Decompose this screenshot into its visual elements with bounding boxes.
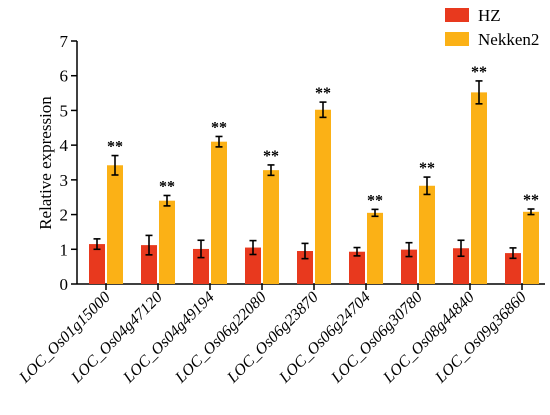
y-tick-label: 3	[60, 171, 69, 190]
x-tick-label: LOC_Os04g47120	[68, 289, 166, 387]
bar-nekken2	[211, 141, 227, 284]
bar-hz	[89, 244, 105, 284]
legend: HZ Nekken2	[445, 6, 539, 49]
bar-nekken2	[315, 109, 331, 284]
bar-hz	[245, 247, 261, 284]
significance-label: **	[419, 160, 435, 177]
bar-nekken2	[419, 185, 435, 284]
y-tick-label: 4	[60, 136, 69, 155]
significance-label: **	[471, 64, 487, 81]
significance-label: **	[211, 119, 227, 136]
significance-label: **	[315, 85, 331, 102]
bar-nekken2	[471, 92, 487, 285]
bar-nekken2	[367, 212, 383, 284]
significance-label: **	[263, 148, 279, 165]
legend-label-nekken2: Nekken2	[478, 30, 539, 49]
legend-swatch-hz	[445, 8, 469, 22]
bar-hz	[401, 249, 417, 284]
x-tick-label: LOC_Os06g23870	[224, 289, 322, 387]
bar-hz	[453, 248, 469, 284]
x-tick-label: LOC_Os01g15000	[16, 289, 114, 387]
x-tick-label: LOC_Os08g44840	[380, 289, 478, 387]
bar-hz	[141, 245, 157, 284]
legend-label-hz: HZ	[478, 6, 501, 25]
y-axis-label: Relative expression	[36, 96, 55, 230]
bars: ** ** ** ** ** ** ** ** **	[89, 64, 539, 285]
y-tick-label: 6	[60, 67, 69, 86]
y-tick-label: 0	[60, 275, 69, 294]
x-tick-label: LOC_Os06g30780	[328, 289, 426, 387]
y-tick-label: 1	[60, 240, 69, 259]
significance-label: **	[367, 192, 383, 209]
bar-hz	[193, 248, 209, 284]
y-tick-label: 7	[60, 32, 69, 51]
axes: 01234567LOC_Os01g15000LOC_Os04g47120LOC_…	[16, 32, 545, 387]
x-tick-label: LOC_Os04g49194	[120, 289, 218, 387]
bar-hz	[349, 251, 365, 284]
bar-hz	[297, 251, 313, 284]
significance-label: **	[159, 178, 175, 195]
legend-swatch-nekken2	[445, 32, 469, 46]
y-tick-label: 5	[60, 101, 69, 120]
significance-label: **	[107, 139, 123, 156]
bar-nekken2	[263, 170, 279, 284]
bar-hz	[505, 253, 521, 284]
x-tick-label: LOC_Os06g24704	[276, 289, 374, 387]
bar-nekken2	[159, 200, 175, 284]
bar-nekken2	[523, 211, 539, 284]
x-tick-label: LOC_Os06g22080	[172, 289, 270, 387]
bar-nekken2	[107, 165, 123, 284]
significance-label: **	[523, 192, 539, 209]
x-tick-label: LOC_Os09g36860	[432, 289, 530, 387]
y-tick-label: 2	[60, 206, 69, 225]
